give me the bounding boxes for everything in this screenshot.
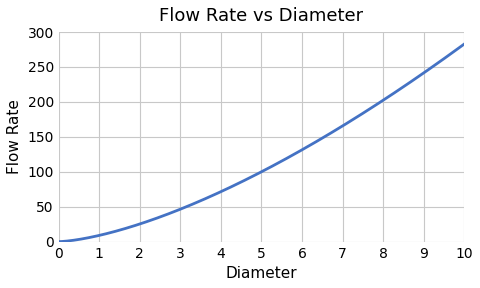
X-axis label: Diameter: Diameter xyxy=(226,266,297,281)
Title: Flow Rate vs Diameter: Flow Rate vs Diameter xyxy=(159,7,363,25)
Y-axis label: Flow Rate: Flow Rate xyxy=(7,99,22,174)
